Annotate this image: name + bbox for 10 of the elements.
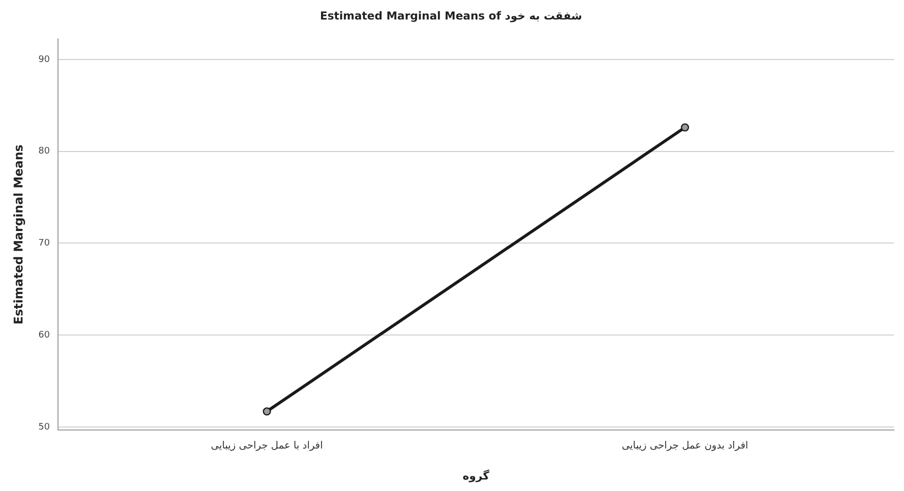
chart-title: Estimated Marginal Means of شفقت به خود	[320, 9, 582, 22]
y-tick-label: 80	[38, 146, 50, 157]
y-tick-label: 70	[38, 238, 50, 249]
y-tick-label: 90	[38, 54, 50, 65]
y-axis-title: Estimated Marginal Means	[11, 144, 26, 324]
x-tick-label: افراد با عمل جراحی زیبایی	[210, 440, 323, 452]
y-tick-label: 60	[38, 330, 50, 340]
x-tick-label: افراد بدون عمل جراحی زیبایی	[622, 440, 748, 452]
x-axis-title: گروه	[462, 469, 490, 482]
y-tick-label: 50	[38, 422, 50, 432]
